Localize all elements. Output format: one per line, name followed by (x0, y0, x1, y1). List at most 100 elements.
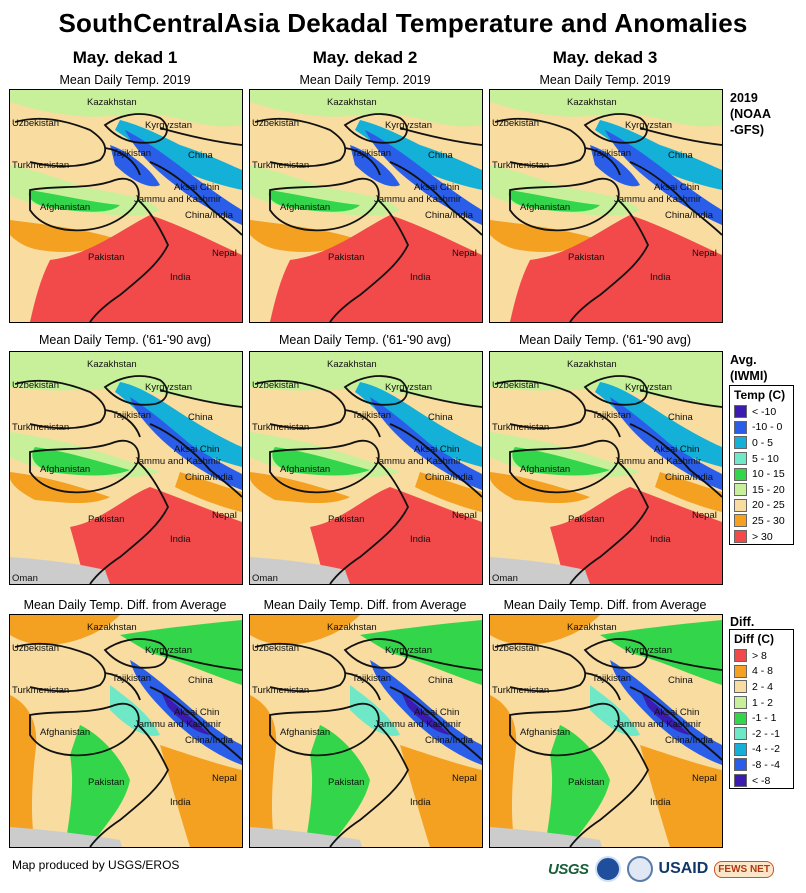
map-label-pakistan: Pakistan (568, 514, 604, 525)
column-header-dekad-3: May. dekad 3 (552, 48, 658, 67)
map-label-india: India (410, 534, 431, 545)
map-label-nepal: Nepal (692, 248, 717, 259)
map-label-aksai_chin: Aksai Chin (414, 707, 459, 718)
map-label-china: China (428, 675, 454, 686)
map-panel: Kazakhstan Uzbekistan Kyrgyzstan Tajikistan… (9, 351, 243, 585)
subtitle-diff: Mean Daily Temp. Diff. from Average (503, 598, 707, 612)
map-zone (268, 190, 360, 212)
map-zone (160, 745, 242, 847)
map-zone (512, 447, 610, 476)
country-border (89, 199, 170, 322)
map-label-kazakhstan: Kazakhstan (327, 97, 377, 108)
page-title: SouthCentralAsia Dekadal Temperature and… (58, 8, 748, 38)
map-panel: Kazakhstan Uzbekistan Kyrgyzstan Tajikistan… (489, 614, 723, 848)
map-label-tajikistan: Tajikistan (112, 673, 151, 684)
map-label-aksai_chin: Aksai Chin (414, 444, 459, 455)
map-zone (115, 382, 242, 467)
country-border (399, 389, 482, 408)
country-border (389, 161, 482, 236)
map-label-china: China (428, 150, 454, 161)
map-label-turkmenistan: Turkmenistan (492, 685, 549, 696)
legend-swatch (734, 649, 747, 663)
map-label-tajikistan: Tajikistan (592, 148, 631, 159)
country-border (89, 461, 170, 584)
map-label-china_india: China/India (665, 472, 714, 483)
country-border (103, 638, 168, 669)
country-border (329, 724, 410, 847)
map-label-nepal: Nepal (452, 773, 477, 784)
legend-label: -2 - -1 (752, 727, 781, 740)
subtitle-diff: Mean Daily Temp. Diff. from Average (263, 598, 467, 612)
map-zone (272, 447, 370, 476)
legend-item: 1 - 2 (730, 695, 793, 711)
map-svg: Kazakhstan Uzbekistan Kyrgyzstan Tajikistan… (10, 90, 242, 322)
map-zone (115, 120, 242, 190)
noaa-logo-icon (594, 856, 621, 882)
map-label-aksai_chin: Aksai Chin (174, 444, 219, 455)
map-label-jammu_kashmir: Jammu and Kashmir (374, 194, 461, 205)
map-label-china_india: China/India (665, 210, 714, 221)
country-border (103, 113, 168, 144)
map-label-kyrgyzstan: Kyrgyzstan (145, 120, 192, 131)
map-label-turkmenistan: Turkmenistan (252, 422, 309, 433)
country-border (329, 199, 410, 322)
map-label-kyrgyzstan: Kyrgyzstan (385, 382, 432, 393)
row-tag-avg: Avg. (IWMI) (730, 353, 768, 383)
map-zone (250, 220, 360, 252)
legend-label: > 30 (752, 530, 773, 543)
country-border (583, 638, 648, 669)
map-zone (125, 130, 242, 225)
country-border (344, 147, 381, 176)
map-label-jammu_kashmir: Jammu and Kashmir (374, 719, 461, 730)
map-svg: Kazakhstan Uzbekistan Kyrgyzstan Tajikistan… (250, 615, 482, 847)
map-label-pakistan: Pakistan (328, 514, 364, 525)
map-label-nepal: Nepal (212, 248, 237, 259)
map-label-tajikistan: Tajikistan (112, 410, 151, 421)
map-label-turkmenistan: Turkmenistan (492, 422, 549, 433)
country-border (494, 117, 587, 168)
map-label-turkmenistan: Turkmenistan (252, 160, 309, 171)
country-border (389, 686, 482, 761)
country-border (344, 409, 381, 438)
map-zone (595, 120, 722, 190)
map-label-kazakhstan: Kazakhstan (567, 97, 617, 108)
map-svg: Kazakhstan Uzbekistan Kyrgyzstan Tajikistan… (10, 352, 242, 584)
map-label-kazakhstan: Kazakhstan (87, 97, 137, 108)
legend-label: 4 - 8 (752, 665, 774, 678)
legend-item: < -10 (730, 404, 793, 420)
map-label-kazakhstan: Kazakhstan (87, 359, 137, 370)
subtitle-avg: Mean Daily Temp. ('61-'90 avg) (279, 333, 451, 347)
map-zone (490, 615, 600, 645)
map-label-turkmenistan: Turkmenistan (12, 422, 69, 433)
legend-label: 0 - 5 (752, 436, 774, 449)
legend-item: 15 - 20 (730, 482, 793, 498)
map-label-afghanistan: Afghanistan (520, 727, 570, 738)
map-zone (110, 685, 160, 736)
map-label-china: China (428, 412, 454, 423)
column-header-dekad-2: May. dekad 2 (312, 48, 418, 67)
map-label-jammu_kashmir: Jammu and Kashmir (374, 456, 461, 467)
country-border (103, 375, 168, 406)
map-svg: Kazakhstan Uzbekistan Kyrgyzstan Tajikistan… (490, 352, 722, 584)
map-zone (10, 472, 110, 504)
country-border (629, 161, 722, 236)
legend-swatch (734, 436, 747, 450)
country-border (389, 423, 482, 498)
map-label-kyrgyzstan: Kyrgyzstan (145, 645, 192, 656)
legend-swatch (734, 664, 747, 678)
legend-item: > 30 (730, 529, 793, 545)
map-label-jammu_kashmir: Jammu and Kashmir (134, 456, 221, 467)
legend-swatch (734, 680, 747, 694)
map-label-uzbekistan: Uzbekistan (492, 643, 539, 654)
legend-label: -10 - 0 (752, 421, 783, 434)
legend-label: 25 - 30 (752, 514, 785, 527)
country-border (329, 461, 410, 584)
partner-logos: USGS USAID FEWS NET (548, 852, 798, 886)
map-label-jammu_kashmir: Jammu and Kashmir (134, 719, 221, 730)
row-tag-2019: 2019 (NOAA -GFS) (730, 91, 771, 137)
map-zone (510, 215, 722, 322)
country-border (149, 686, 242, 761)
legend-swatch (734, 405, 747, 419)
legend-item: > 8 (730, 648, 793, 664)
map-label-india: India (410, 797, 431, 808)
